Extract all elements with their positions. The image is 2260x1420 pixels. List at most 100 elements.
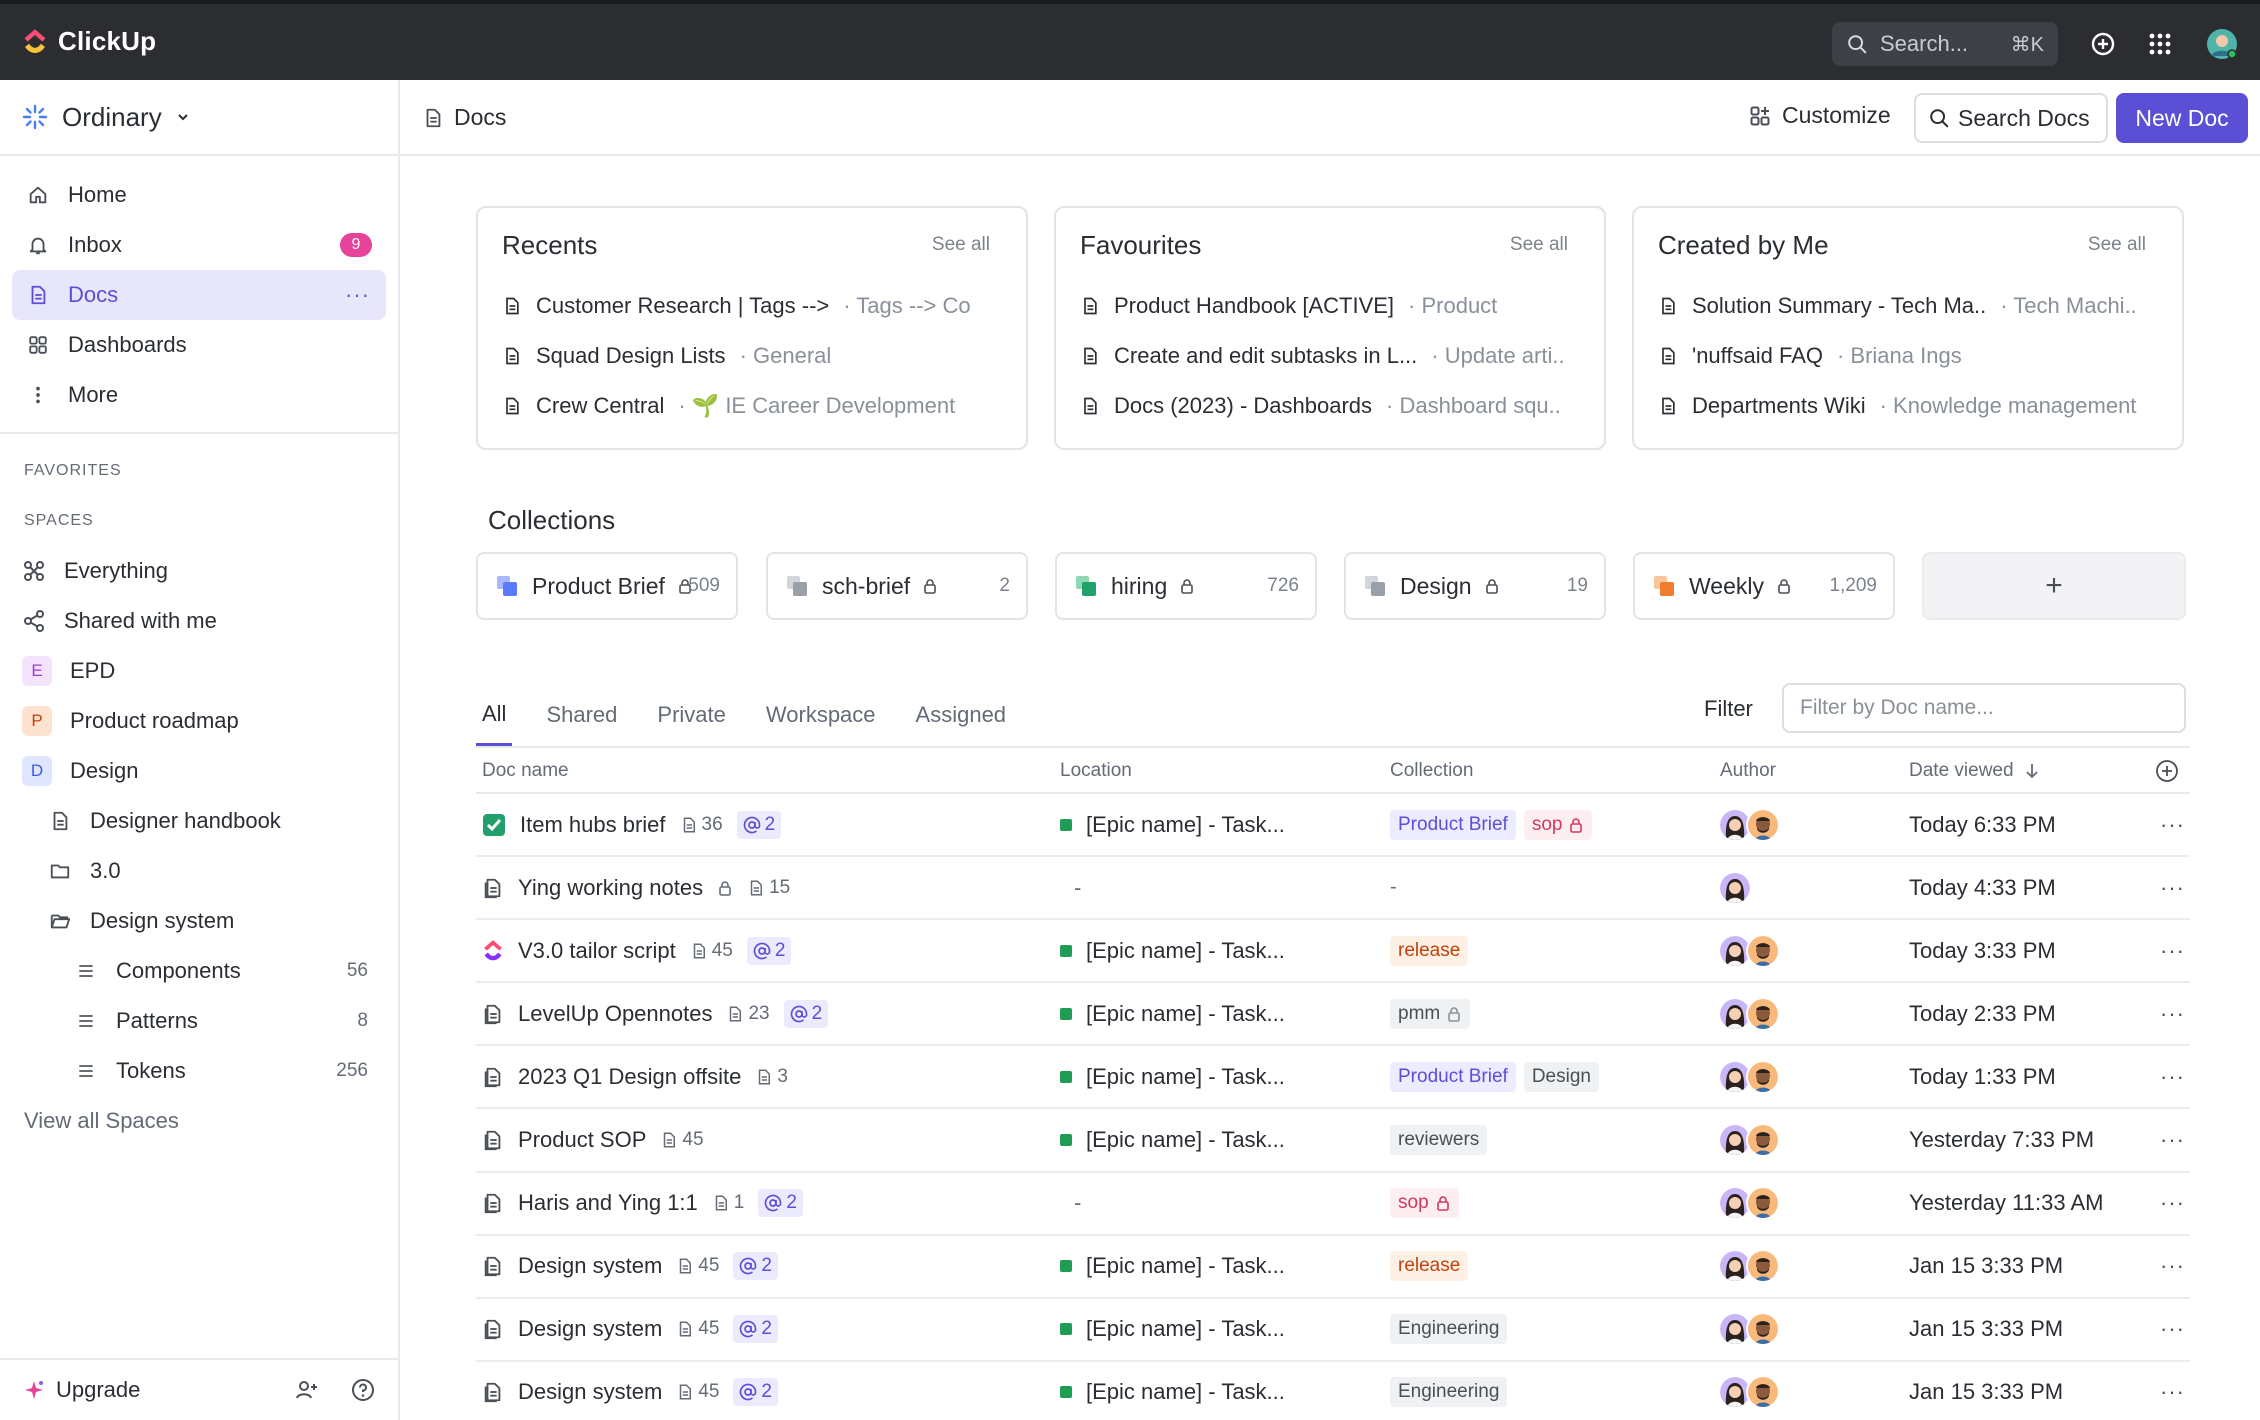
author-avatars[interactable] xyxy=(1718,1110,1780,1171)
more-horizontal-icon[interactable]: ··· xyxy=(2160,811,2185,837)
column-date-viewed[interactable]: Date viewed xyxy=(1909,760,2040,782)
invite-user-icon[interactable] xyxy=(294,1377,320,1403)
space-everything[interactable]: Everything xyxy=(0,546,398,596)
spaces-header[interactable]: SPACES xyxy=(24,512,94,529)
clickup-logo[interactable]: ClickUp xyxy=(22,26,156,57)
tab-workspace[interactable]: Workspace xyxy=(765,702,876,727)
table-row[interactable]: V3.0 tailor script 45 2 [Epic name] - Task.… xyxy=(476,920,2190,984)
more-horizontal-icon[interactable]: ··· xyxy=(2160,1127,2185,1152)
author-avatars[interactable] xyxy=(1718,1362,1780,1420)
table-row[interactable]: Product SOP 45 [Epic name] - Task... review… xyxy=(476,1110,2190,1173)
list-tokens[interactable]: Tokens 256 xyxy=(0,1046,398,1096)
column-doc-name[interactable]: Doc name xyxy=(482,760,569,781)
collection-product-brief[interactable]: Product Brief 509 xyxy=(476,552,738,620)
more-horizontal-icon[interactable]: ··· xyxy=(2160,937,2185,963)
table-row[interactable]: Haris and Ying 1:1 1 2 - sop Yesterday 11:33 … xyxy=(476,1173,2190,1236)
table-row[interactable]: Design system 45 2 [Epic name] - Task... Eng… xyxy=(476,1362,2190,1420)
see-all-link[interactable]: See all xyxy=(1509,234,1568,255)
recent-doc-item[interactable]: Squad Design Lists · General xyxy=(502,331,1002,381)
sidebar-item-inbox[interactable]: Inbox 9 xyxy=(12,220,386,270)
mentions-badge[interactable]: 2 xyxy=(746,936,792,965)
collection-tag[interactable]: Product Brief xyxy=(1390,809,1516,840)
mentions-badge[interactable]: 2 xyxy=(783,999,829,1028)
collection-tag[interactable]: pmm xyxy=(1390,998,1471,1029)
filter-by-doc-name-input[interactable] xyxy=(1782,683,2186,733)
more-horizontal-icon[interactable]: ··· xyxy=(2160,1316,2185,1342)
sidebar-item-home[interactable]: Home xyxy=(12,170,386,220)
doc-location[interactable]: [Epic name] - Task... xyxy=(1060,1236,1285,1297)
column-collection[interactable]: Collection xyxy=(1390,760,1474,781)
view-all-spaces-link[interactable]: View all Spaces xyxy=(24,1108,179,1133)
more-horizontal-icon[interactable]: ··· xyxy=(2160,1190,2185,1216)
collection-tag[interactable]: release xyxy=(1390,1251,1469,1282)
mentions-badge[interactable]: 2 xyxy=(733,1315,778,1344)
workspace-switcher[interactable]: Ordinary xyxy=(0,80,398,156)
see-all-link[interactable]: See all xyxy=(931,234,990,255)
table-row[interactable]: 2023 Q1 Design offsite 3 [Epic name] - Tas… xyxy=(476,1046,2190,1110)
collection-weekly[interactable]: Weekly 1,209 xyxy=(1633,552,1895,620)
collection-hiring[interactable]: hiring 726 xyxy=(1055,552,1317,620)
table-row[interactable]: Item hubs brief 36 2 [Epic name] - Task... P… xyxy=(476,794,2190,857)
doc-location[interactable]: - xyxy=(1060,857,1081,918)
list-components[interactable]: Components 56 xyxy=(0,946,398,996)
author-avatars[interactable] xyxy=(1718,1046,1780,1107)
folder-3-0[interactable]: 3.0 xyxy=(0,846,398,896)
space-shared-with-me[interactable]: Shared with me xyxy=(0,596,398,646)
created-doc-item[interactable]: 'nuffsaid FAQ · Briana Ings xyxy=(1658,331,2158,381)
customize-button[interactable]: Customize xyxy=(1748,102,1891,129)
collection-tag[interactable]: release xyxy=(1390,935,1469,966)
tab-all[interactable]: All xyxy=(476,684,513,746)
space-epd[interactable]: E EPD xyxy=(0,646,398,696)
help-icon[interactable] xyxy=(350,1377,376,1403)
table-row[interactable]: Design system 45 2 [Epic name] - Task... rel… xyxy=(476,1236,2190,1299)
sidebar-item-dashboards[interactable]: Dashboards xyxy=(12,320,386,370)
more-horizontal-icon[interactable]: ··· xyxy=(2160,1379,2185,1405)
collection-tag[interactable]: Engineering xyxy=(1390,1314,1508,1345)
doc-location[interactable]: [Epic name] - Task... xyxy=(1060,1299,1285,1360)
more-horizontal-icon[interactable]: ··· xyxy=(2160,1253,2185,1279)
recent-doc-item[interactable]: Customer Research | Tags --> · Tags --> C… xyxy=(502,281,1002,331)
sidebar-item-docs[interactable]: Docs ··· xyxy=(12,270,386,320)
doc-location[interactable]: [Epic name] - Task... xyxy=(1060,1046,1285,1107)
see-all-link[interactable]: See all xyxy=(2087,234,2146,255)
author-avatars[interactable] xyxy=(1718,794,1780,855)
author-avatars[interactable] xyxy=(1718,1173,1780,1234)
doc-location[interactable]: - xyxy=(1060,1173,1081,1234)
author-avatars[interactable] xyxy=(1718,857,1752,918)
collection-tag[interactable]: Product Brief xyxy=(1390,1061,1516,1092)
author-avatars[interactable] xyxy=(1718,920,1780,981)
mentions-badge[interactable]: 2 xyxy=(758,1189,803,1218)
author-avatars[interactable] xyxy=(1718,983,1780,1044)
add-circle-icon[interactable] xyxy=(2089,30,2117,58)
mentions-badge[interactable]: 2 xyxy=(733,1252,778,1281)
user-avatar[interactable] xyxy=(2206,28,2238,60)
global-search[interactable]: Search... ⌘K xyxy=(1832,22,2058,66)
new-doc-button[interactable]: New Doc xyxy=(2116,93,2248,143)
space-product-roadmap[interactable]: P Product roadmap xyxy=(0,696,398,746)
collection-sch-brief[interactable]: sch-brief 2 xyxy=(766,552,1028,620)
created-doc-item[interactable]: Solution Summary - Tech Ma.. · Tech Machi… xyxy=(1658,281,2158,331)
collection-tag[interactable]: Engineering xyxy=(1390,1377,1508,1408)
doc-location[interactable]: [Epic name] - Task... xyxy=(1060,1110,1285,1171)
collection-design[interactable]: Design 19 xyxy=(1344,552,1606,620)
apps-grid-icon[interactable] xyxy=(2146,30,2174,58)
author-avatars[interactable] xyxy=(1718,1236,1780,1297)
folder-design-system[interactable]: Design system xyxy=(0,896,398,946)
tab-assigned[interactable]: Assigned xyxy=(915,702,1007,727)
breadcrumb[interactable]: Docs xyxy=(422,104,506,131)
more-horizontal-icon[interactable]: ··· xyxy=(345,282,370,307)
search-docs-button[interactable]: Search Docs xyxy=(1914,93,2108,143)
created-doc-item[interactable]: Departments Wiki · Knowledge management xyxy=(1658,381,2158,431)
collection-tag[interactable]: sop xyxy=(1390,1188,1459,1219)
upgrade-button[interactable]: Upgrade xyxy=(56,1377,141,1402)
sidebar-item-more[interactable]: More xyxy=(12,370,386,420)
more-horizontal-icon[interactable]: ··· xyxy=(2160,874,2185,900)
table-row[interactable]: Design system 45 2 [Epic name] - Task... Eng… xyxy=(476,1299,2190,1362)
mentions-badge[interactable]: 2 xyxy=(736,810,782,839)
favourite-doc-item[interactable]: Docs (2023) - Dashboards · Dashboard squ.… xyxy=(1080,381,1580,431)
collection-tag[interactable]: Design xyxy=(1523,1061,1599,1092)
favorites-header[interactable]: FAVORITES xyxy=(24,462,122,479)
doc-location[interactable]: [Epic name] - Task... xyxy=(1060,920,1285,981)
doc-location[interactable]: [Epic name] - Task... xyxy=(1060,983,1285,1044)
collection-tag[interactable]: sop xyxy=(1523,809,1593,840)
